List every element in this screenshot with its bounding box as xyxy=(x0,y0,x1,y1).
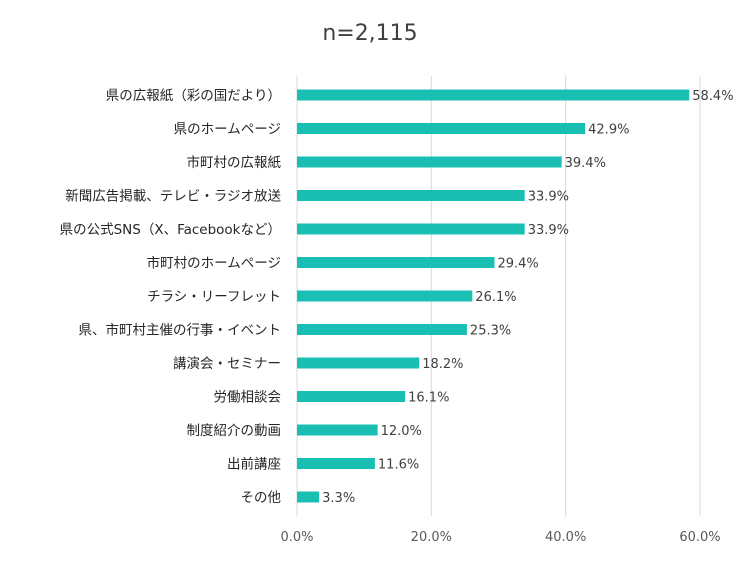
x-tick-label-1: 20.0% xyxy=(411,530,452,545)
value-label-0: 58.4% xyxy=(692,89,733,104)
value-label-10: 12.0% xyxy=(381,424,422,439)
bar-6 xyxy=(297,290,473,302)
category-label-3: 新聞広告掲載、テレビ・ラジオ放送 xyxy=(65,189,281,205)
x-tick-label-2: 40.0% xyxy=(545,530,586,545)
value-label-6: 26.1% xyxy=(475,290,516,305)
category-label-11: 出前講座 xyxy=(227,456,281,473)
category-label-4: 県の公式SNS（X、Facebookなど） xyxy=(60,222,281,238)
label-layer: 県の広報紙（彩の国だより） 58.4% 県のホームページ 42.9% 市町村の広報紙 39… xyxy=(60,88,734,506)
bar-10 xyxy=(297,424,378,436)
value-label-7: 25.3% xyxy=(470,324,511,339)
chart-title: n=2,115 xyxy=(322,21,417,46)
category-label-8: 講演会・セミナー xyxy=(173,356,281,372)
bar-0 xyxy=(297,89,690,101)
category-label-6: チラシ・リーフレット xyxy=(147,289,281,305)
category-label-9: 労働相談会 xyxy=(214,390,282,406)
category-label-12: その他 xyxy=(241,490,282,506)
value-label-11: 11.6% xyxy=(378,458,419,473)
bar-3 xyxy=(297,190,525,201)
category-label-10: 制度紹介の動画 xyxy=(187,423,282,439)
bar-8 xyxy=(297,357,420,369)
bar-layer xyxy=(297,89,690,503)
category-label-2: 市町村の広報紙 xyxy=(187,154,282,171)
value-label-2: 39.4% xyxy=(565,156,606,171)
value-label-5: 29.4% xyxy=(497,257,538,272)
category-label-0: 県の広報紙（彩の国だより） xyxy=(106,88,281,104)
category-label-1: 県のホームページ xyxy=(174,122,281,138)
bar-1 xyxy=(297,123,586,134)
x-tick-label-3: 60.0% xyxy=(679,530,720,545)
bar-9 xyxy=(297,391,406,402)
bar-11 xyxy=(297,458,375,469)
value-label-12: 3.3% xyxy=(322,491,355,506)
bar-7 xyxy=(297,324,467,335)
value-label-1: 42.9% xyxy=(588,123,629,138)
category-label-7: 県、市町村主催の行事・イベント xyxy=(79,322,282,339)
bar-12 xyxy=(297,491,320,503)
x-tick-label-0: 0.0% xyxy=(280,530,313,545)
x-axis-ticks: 0.0% 20.0% 40.0% 60.0% xyxy=(280,530,720,545)
value-label-9: 16.1% xyxy=(408,391,449,406)
value-label-3: 33.9% xyxy=(528,190,569,205)
value-label-8: 18.2% xyxy=(422,357,463,372)
category-label-5: 市町村のホームページ xyxy=(147,255,281,272)
bar-4 xyxy=(297,223,525,235)
value-label-4: 33.9% xyxy=(528,223,569,238)
bar-5 xyxy=(297,257,495,268)
bar-2 xyxy=(297,156,562,168)
